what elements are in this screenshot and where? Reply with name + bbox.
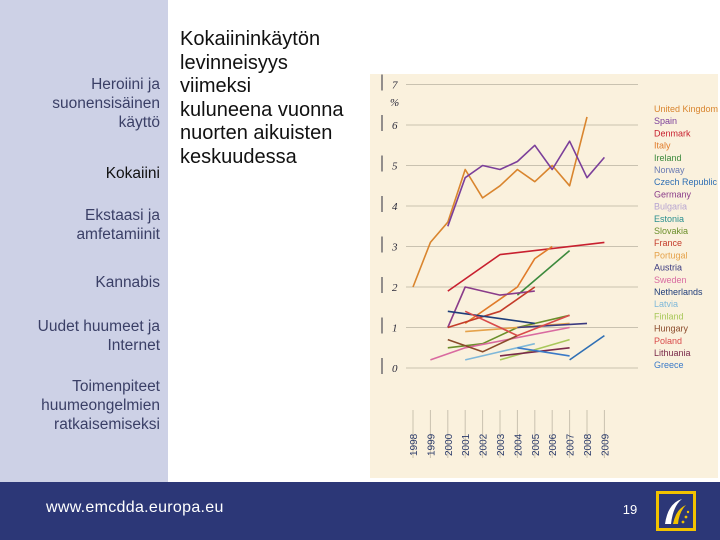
sidebar-item-label: Toimenpiteet bbox=[72, 378, 160, 395]
series-line bbox=[516, 249, 571, 296]
series-line bbox=[447, 286, 535, 328]
legend-item: Estonia bbox=[654, 214, 684, 224]
x-tick-label: 2001 bbox=[461, 433, 472, 456]
legend-item: Greece bbox=[654, 360, 684, 370]
series-line bbox=[447, 310, 535, 325]
footer-url-link[interactable]: www.emcdda.europa.eu bbox=[46, 499, 224, 516]
slide-title-line: levinneisyys bbox=[180, 51, 288, 74]
series-line bbox=[465, 342, 535, 361]
legend-item: France bbox=[654, 238, 682, 248]
x-tick-label: 2000 bbox=[444, 433, 455, 456]
legend-item: Finland bbox=[654, 311, 684, 321]
legend-item: Lithuania bbox=[654, 348, 691, 358]
series-line bbox=[412, 116, 588, 288]
page-number: 19 bbox=[622, 502, 638, 517]
x-tick-label: 2004 bbox=[513, 433, 524, 456]
y-tick-label: 5 bbox=[392, 161, 398, 173]
legend-item: Italy bbox=[654, 141, 671, 151]
series-line bbox=[569, 334, 605, 361]
legend-item: Poland bbox=[654, 336, 682, 346]
sidebar-item-label: huumeongelmien bbox=[41, 397, 160, 414]
series-line bbox=[499, 347, 570, 357]
slide-title-line: Kokaiininkäytön bbox=[180, 28, 321, 50]
sidebar-item-heroin[interactable]: Heroiini ja suonensisäinen käyttö bbox=[52, 75, 160, 132]
series-line bbox=[447, 140, 606, 227]
series-line bbox=[517, 322, 588, 329]
y-tick-label: 7 bbox=[392, 80, 398, 92]
sidebar-item-label: ratkaisemiseksi bbox=[54, 416, 160, 433]
series-line bbox=[464, 245, 553, 325]
x-tick-label: 2002 bbox=[479, 433, 490, 456]
footer-bar: www.emcdda.europa.eu 19 bbox=[0, 482, 720, 540]
legend-item: Czech Republic bbox=[654, 177, 718, 187]
legend-item: Austria bbox=[654, 263, 682, 273]
cocaine-prevalence-chart: % 0 1 2 3 4 5 6 7 1998 1999 2000 2001 2002 2003 2004 200… bbox=[381, 74, 718, 458]
legend-item: United Kingdom bbox=[654, 104, 718, 114]
y-tick-label: 6 bbox=[392, 120, 398, 132]
x-tick-label: 2007 bbox=[566, 433, 577, 456]
x-tick-label: 2008 bbox=[583, 433, 594, 456]
x-tick-label: 2006 bbox=[548, 433, 559, 456]
legend-item: Norway bbox=[654, 165, 685, 175]
sidebar-item-cannabis[interactable]: Kannabis bbox=[95, 273, 160, 292]
sidebar-item-label: Internet bbox=[107, 337, 160, 354]
legend-item: Ireland bbox=[654, 153, 682, 163]
series-line bbox=[464, 310, 570, 337]
legend-item: Latvia bbox=[654, 299, 678, 309]
sidebar-item-label: Uudet huumeet ja bbox=[37, 318, 160, 335]
y-tick-label: 1 bbox=[392, 323, 398, 335]
sidebar-item-label: Ekstaasi ja bbox=[85, 207, 160, 224]
legend-item: Hungary bbox=[654, 324, 689, 334]
legend-item: Netherlands bbox=[654, 287, 703, 297]
sidebar-nav: Heroiini ja suonensisäinen käyttö Kokaii… bbox=[0, 0, 168, 482]
sidebar-item-label: amfetamiinit bbox=[76, 226, 160, 243]
sidebar-item-label: Heroiini ja bbox=[91, 76, 160, 93]
chart-panel: % 0 1 2 3 4 5 6 7 1998 1999 2000 2001 2002 2003 2004 200… bbox=[370, 74, 718, 478]
series-line bbox=[517, 347, 570, 357]
sidebar-item-label: Kokaiini bbox=[105, 165, 160, 182]
sidebar-item-interventions[interactable]: Toimenpiteet huumeongelmien ratkaisemise… bbox=[4, 377, 160, 434]
legend-item: Portugal bbox=[654, 250, 688, 260]
slide-title-line: keskuudessa bbox=[180, 145, 297, 168]
slide-title-line: nuorten aikuisten bbox=[180, 122, 333, 144]
y-tick-label: 4 bbox=[392, 201, 398, 213]
sidebar-item-cocaine[interactable]: Kokaiini bbox=[106, 164, 160, 183]
x-tick-label: 2005 bbox=[531, 433, 542, 456]
emcdda-logo-icon bbox=[656, 491, 696, 531]
slide-title-line: viimeksi bbox=[180, 75, 252, 97]
x-tick-label: 2009 bbox=[600, 433, 611, 456]
y-tick-label: 0 bbox=[392, 363, 398, 375]
series-line bbox=[447, 241, 605, 292]
y-tick-label: 3 bbox=[391, 242, 398, 254]
legend-item: Denmark bbox=[654, 128, 691, 138]
y-tick-label: 2 bbox=[392, 282, 398, 294]
series-line bbox=[447, 286, 536, 329]
y-axis-label: % bbox=[390, 97, 399, 109]
legend-item: Germany bbox=[654, 189, 692, 199]
sidebar-item-new-drugs[interactable]: Uudet huumeet ja Internet bbox=[4, 317, 160, 355]
slide-title-line: kuluneena vuonna bbox=[180, 98, 344, 121]
x-tick-label: 1998 bbox=[409, 433, 420, 456]
legend-item: Slovakia bbox=[654, 226, 688, 236]
legend-item: Bulgaria bbox=[654, 202, 687, 212]
x-tick-label: 1999 bbox=[426, 433, 437, 456]
sidebar-item-label: suonensisäinen bbox=[52, 95, 160, 112]
series-line bbox=[430, 326, 570, 361]
series-line bbox=[447, 334, 518, 353]
sidebar-item-ecstasy[interactable]: Ekstaasi ja amfetamiinit bbox=[76, 206, 160, 244]
sidebar-item-label: käyttö bbox=[118, 114, 160, 131]
legend-item: Sweden bbox=[654, 275, 687, 285]
legend-item: Spain bbox=[654, 116, 677, 126]
slide-title: Kokaiininkäytön levinneisyys viimeksi ku… bbox=[180, 28, 380, 169]
sidebar-item-label: Kannabis bbox=[95, 274, 160, 291]
x-tick-label: 2003 bbox=[496, 433, 507, 456]
